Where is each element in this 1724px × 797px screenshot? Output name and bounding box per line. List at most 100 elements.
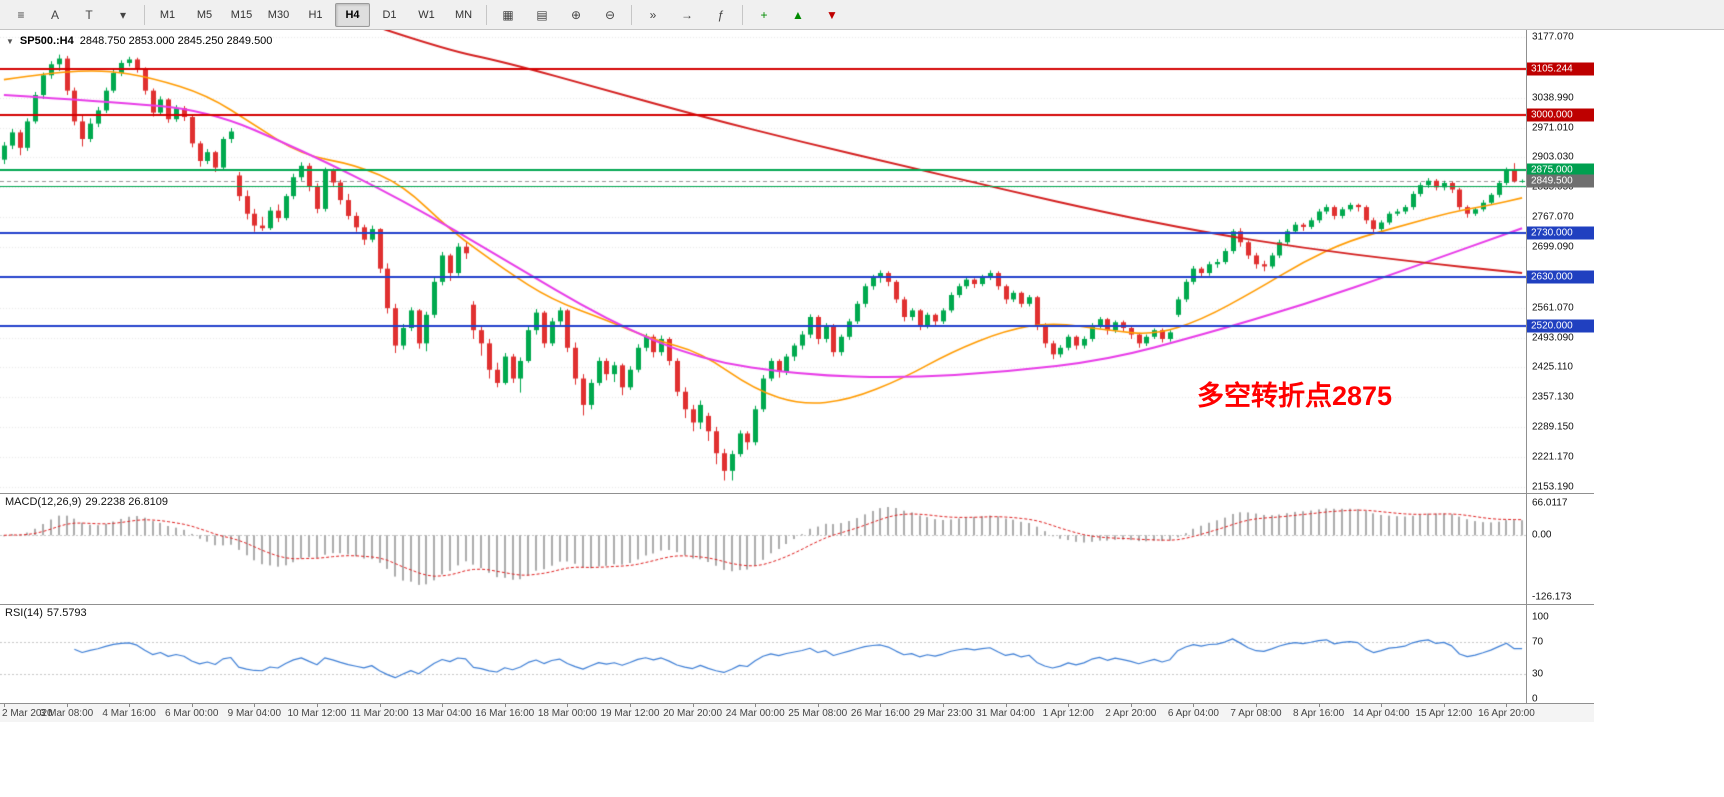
price-badge-2630.000: 2630.000 (1527, 270, 1594, 284)
time-tick (1193, 704, 1194, 707)
auto-scroll[interactable]: » (649, 7, 657, 22)
rsi-panel-separator[interactable] (0, 604, 1594, 605)
main-chart-canvas[interactable] (0, 30, 1526, 493)
time-tick (630, 704, 631, 707)
price-badge-2875.000: 2875.000 (1527, 163, 1594, 177)
date-label: 1 Apr 12:00 (1042, 708, 1094, 719)
price-tick-label: 2221.170 (1532, 451, 1574, 463)
zoom-in[interactable]: ⊕ (570, 7, 582, 22)
timeframe-m30[interactable]: M30 (267, 8, 290, 21)
time-tick (1068, 704, 1069, 707)
date-label: 20 Mar 20:00 (663, 708, 723, 719)
symbol-period-label: SP500.:H4 (19, 35, 74, 47)
text-tool[interactable]: T (85, 7, 93, 22)
rsi-indicator-label: RSI(14) 57.5793 (5, 607, 87, 619)
price-badge-3000.000: 3000.000 (1527, 108, 1594, 122)
time-tick (880, 704, 881, 707)
time-tick (1006, 704, 1007, 707)
date-label: 16 Apr 20:00 (1478, 708, 1535, 719)
time-tick (755, 704, 756, 707)
cursor-tool[interactable]: A (50, 7, 59, 22)
date-label: 19 Mar 12:00 (600, 708, 660, 719)
date-label: 29 Mar 23:00 (913, 708, 973, 719)
rsi-tick-label: 70 (1532, 636, 1544, 648)
timeframe-d1[interactable]: D1 (382, 8, 397, 21)
time-axis[interactable]: 2 Mar 2020 3 Mar 08:00 4 Mar 16:00 6 Mar 00… (0, 703, 1594, 722)
timeframe-w1[interactable]: W1 (418, 8, 435, 21)
time-tick (1444, 704, 1445, 707)
one-click-trading-arrow[interactable]: ▼ (6, 36, 14, 46)
timeframe-h4[interactable]: H4 (335, 2, 370, 27)
date-label: 10 Mar 12:00 (287, 708, 347, 719)
date-label: 4 Mar 16:00 (102, 708, 156, 719)
price-tick-label: 2357.130 (1532, 391, 1574, 403)
bottom-filler (0, 722, 1594, 797)
rsi-name: RSI(14) (5, 607, 43, 619)
new-order[interactable]: + (760, 7, 768, 22)
timeframe-mn[interactable]: MN (454, 8, 473, 21)
zoom-out[interactable]: ⊖ (604, 7, 616, 22)
timeframe-m1[interactable]: M1 (159, 8, 176, 21)
chart-window[interactable]: ▼ SP500.:H4 2848.750 2853.000 2845.250 2… (0, 30, 1594, 797)
time-tick (129, 704, 130, 707)
price-tick-label: 2493.090 (1532, 332, 1574, 344)
date-label: 25 Mar 08:00 (788, 708, 848, 719)
time-tick (567, 704, 568, 707)
drawing-tools-dropdown[interactable]: ▾ (119, 7, 127, 22)
macd-tick-label: 66.0117 (1532, 497, 1568, 509)
time-tick (943, 704, 944, 707)
date-label: 11 Mar 20:00 (350, 708, 409, 719)
date-label: 3 Mar 08:00 (39, 708, 94, 719)
price-badge-3105.244: 3105.244 (1527, 62, 1594, 76)
macd-panel-separator[interactable] (0, 493, 1594, 494)
toolbar-separator (486, 4, 487, 25)
rsi-tick-label: 0 (1532, 693, 1538, 705)
timeframe-m5[interactable]: M5 (196, 8, 213, 21)
toolbar-separator (144, 4, 145, 25)
chart-shift[interactable]: → (681, 7, 693, 22)
time-tick (192, 704, 193, 707)
time-tick (442, 704, 443, 707)
charts-menu[interactable]: ≡ (17, 7, 25, 22)
price-axis[interactable]: 3177.0703038.9902971.0102903.0302835.050… (1526, 30, 1594, 705)
date-label: 15 Apr 12:00 (1415, 708, 1473, 719)
ohlc-values: 2848.750 2853.000 2845.250 2849.500 (79, 35, 273, 47)
date-label: 26 Mar 16:00 (850, 708, 910, 719)
time-tick (1256, 704, 1257, 707)
date-label: 6 Mar 00:00 (165, 708, 219, 719)
time-tick (4, 704, 5, 707)
price-badge-2520.000: 2520.000 (1527, 319, 1594, 333)
time-tick (1319, 704, 1320, 707)
date-label: 13 Mar 04:00 (412, 708, 472, 719)
price-tick-label: 3177.070 (1532, 31, 1574, 43)
chinese-annotation-text: 多空转折点2875 (1197, 381, 1393, 411)
date-label: 6 Apr 04:00 (1167, 708, 1219, 719)
sell-marker[interactable]: ▼ (826, 7, 838, 22)
price-tick-label: 2903.030 (1532, 151, 1574, 163)
date-label: 31 Mar 04:00 (976, 708, 1036, 719)
rsi-tick-label: 100 (1532, 611, 1549, 623)
indicators[interactable]: ƒ (717, 7, 725, 22)
toolbar: ≡ A T ▾ M1 M5 M15 M30 H1 H4 D1 W1 MN ▦ ▤ ⊕ ⊖ » → ƒ + ▲ ▼ (0, 0, 1724, 30)
time-tick (693, 704, 694, 707)
price-badge-2730.000: 2730.000 (1527, 226, 1594, 240)
time-tick (1506, 704, 1507, 707)
price-tick-label: 3038.990 (1532, 92, 1574, 104)
time-tick (505, 704, 506, 707)
price-tick-label: 2561.070 (1532, 302, 1574, 314)
rsi-panel-canvas[interactable] (0, 604, 1526, 703)
toolbar-separator (742, 4, 743, 25)
timeframe-h1[interactable]: H1 (308, 8, 323, 21)
chart-profiles[interactable]: ▤ (536, 7, 548, 22)
timeframe-m15[interactable]: M15 (230, 8, 253, 21)
new-chart[interactable]: ▦ (502, 7, 514, 22)
macd-indicator-label: MACD(12,26,9) 29.2238 26.8109 (5, 496, 168, 508)
macd-values: 29.2238 26.8109 (85, 496, 169, 508)
date-label: 2 Mar 2020 (2, 708, 53, 719)
time-tick (67, 704, 68, 707)
date-label: 18 Mar 00:00 (537, 708, 597, 719)
time-tick (1381, 704, 1382, 707)
macd-panel-canvas[interactable] (0, 493, 1526, 604)
buy-marker[interactable]: ▲ (792, 7, 804, 22)
price-tick-label: 2425.110 (1532, 361, 1573, 373)
